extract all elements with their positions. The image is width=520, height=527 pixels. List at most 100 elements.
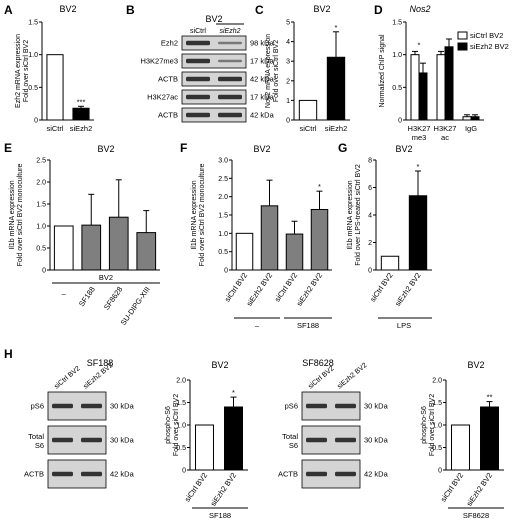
blot-h2-row-label: ACTB: [278, 470, 298, 479]
chart-d-category-label: IgG: [465, 124, 477, 133]
blot-b-row-label: ACTB: [158, 111, 178, 120]
blot-h2-band: [335, 437, 356, 443]
chart-e-y-label: Fold over siCtrl BV2 monoculture: [17, 164, 24, 267]
chart-h2-y-tick-label: 0: [438, 468, 442, 475]
blot-h1-band: [81, 437, 102, 443]
chart-f-category-label: siCtrl BV2: [273, 271, 299, 303]
blot-b-row-kda: 42 kDa: [250, 111, 275, 120]
chart-d-legend-label: siEzh2 BV2: [470, 42, 509, 51]
chart-h1-bar: [224, 406, 243, 471]
chart-f-significance: *: [318, 182, 321, 191]
chart-d-category-label: H3K27: [434, 124, 457, 133]
blot-b-band: [186, 40, 210, 46]
chart-d-bar: [462, 116, 472, 121]
chart-h2-y-tick-label: 1.5: [432, 400, 442, 407]
chart-a-y-label: Fold over siCtrl BV2: [23, 40, 30, 102]
chart-h1-y-tick-label: 1.5: [176, 400, 186, 407]
chart-f-category-label: siCtrl BV2: [223, 271, 249, 303]
blot-b-row-kda: 17 kDa: [250, 57, 275, 66]
blot-h1-title: SF188: [87, 358, 114, 368]
chart-f-bar: [310, 209, 329, 271]
chart-e-y-tick-label: 0: [42, 268, 46, 275]
chart-h1-group-label: SF188: [209, 511, 231, 520]
panel-label-a: A: [4, 3, 13, 17]
blot-b-blot-row: [181, 71, 247, 87]
chart-e-y-tick-label: 1.0: [36, 224, 46, 231]
blot-h2-lane-label: siEzh2 BV2: [336, 362, 368, 391]
chart-f-title: BV2: [253, 144, 270, 154]
blot-b-blot-row: [181, 53, 247, 69]
blot-b-row-kda: 17 kDa: [250, 93, 275, 102]
chart-h2-title: BV2: [467, 360, 484, 370]
chart-f-category-label: siEzh2 BV2: [245, 271, 275, 308]
chart-a-category-label: siCtrl: [46, 124, 63, 133]
blot-h2-band: [306, 471, 327, 477]
blot-h2-band: [306, 403, 327, 409]
blot-h1-row-label: Total: [28, 432, 44, 441]
chart-a-y-tick-label: 1.0: [28, 52, 38, 59]
chart-h1-y-label: Fold over siCtrl BV2: [173, 394, 180, 456]
blot-b-row-label: ACTB: [158, 75, 178, 84]
blot-h1-band: [81, 403, 102, 409]
chart-d-bar: [470, 116, 480, 121]
chart-h1-category-label: siCtrl BV2: [183, 471, 209, 503]
blot-h1-lane-label: siCtrl BV2: [53, 365, 81, 390]
chart-e-title: BV2: [97, 144, 114, 154]
chart-h2-significance: **: [487, 393, 493, 402]
chart-h2-category-label: siEzh2 BV2: [465, 471, 495, 508]
chart-d-title: Nos2: [409, 4, 430, 14]
chart-g-significance: *: [417, 162, 420, 171]
chart-f-y-label: Il1b mRNA expression: [191, 180, 198, 249]
chart-g-group-label: LPS: [397, 321, 411, 330]
chart-g-y-label: Fold over LPS-treated siCtrl BV2: [355, 164, 362, 266]
blot-h1-band: [81, 471, 102, 477]
chart-f-group-label: –: [255, 321, 260, 330]
chart-c-category-label: siEzh2: [325, 124, 348, 133]
blot-b-band: [218, 76, 242, 82]
blot-h2-row-label: pS6: [285, 402, 298, 411]
chart-a-y-tick-label: 1.5: [28, 20, 38, 27]
blot-h2-band: [335, 403, 356, 409]
chart-c-title: BV2: [313, 4, 330, 14]
blot-h2-band: [335, 471, 356, 477]
blot-b-row-label: Ezh2: [161, 39, 178, 48]
blot-b-row-kda: 42 kDa: [250, 75, 275, 84]
chart-f-y-tick-label: 3.0: [218, 158, 228, 165]
chart-d-y-tick-label: 1.0: [392, 52, 402, 59]
blot-b-row-kda: 98 kDa: [250, 39, 275, 48]
chart-d-significance: *: [418, 40, 421, 49]
chart-f-y-label: Fold over siCtrl BV2 monoculture: [199, 164, 206, 267]
chart-h2-category-label: siCtrl BV2: [439, 471, 465, 503]
chart-g-bar: [380, 255, 400, 271]
blot-h2-row-label: Total: [282, 432, 298, 441]
chart-e-bar: [53, 225, 74, 271]
chart-d-legend-swatch: [457, 31, 468, 40]
blot-b-lane-label: siCtrl: [190, 28, 206, 35]
chart-g-y-tick-label: 6: [368, 185, 372, 192]
chart-a-y-tick-label: 0: [34, 118, 38, 125]
panel-label-h: H: [4, 347, 13, 361]
chart-g-y-label: Il1b mRNA expression: [347, 180, 354, 249]
chart-f-y-tick-label: 2.5: [218, 176, 228, 183]
chart-g-y-tick-label: 0: [368, 268, 372, 275]
chart-c-y-tick-label: 0: [286, 118, 290, 125]
chart-h2-y-label: phospho-S6: [421, 406, 428, 444]
chart-d-legend-label: siCtrl BV2: [470, 31, 503, 40]
blot-h1-row-kda: 42 kDa: [110, 470, 135, 479]
chart-h1-significance: *: [232, 388, 235, 397]
chart-c-y-tick-label: 2: [286, 78, 290, 85]
panel-label-c: C: [255, 3, 264, 17]
chart-e-group-label: BV2: [99, 273, 113, 282]
chart-a-bar: [46, 54, 64, 121]
chart-d-category-label: H3K27: [408, 124, 431, 133]
chart-f-bar: [260, 205, 279, 271]
chart-e-bar: [136, 232, 157, 271]
panel-label-e: E: [4, 141, 12, 155]
chart-h2-bar: [451, 424, 470, 471]
panel-label-g: G: [338, 141, 347, 155]
chart-e-bar: [108, 216, 129, 271]
blot-b-band: [186, 58, 210, 64]
blot-b-band: [218, 112, 242, 118]
blot-b-row-label: H3K27me3: [140, 57, 178, 66]
